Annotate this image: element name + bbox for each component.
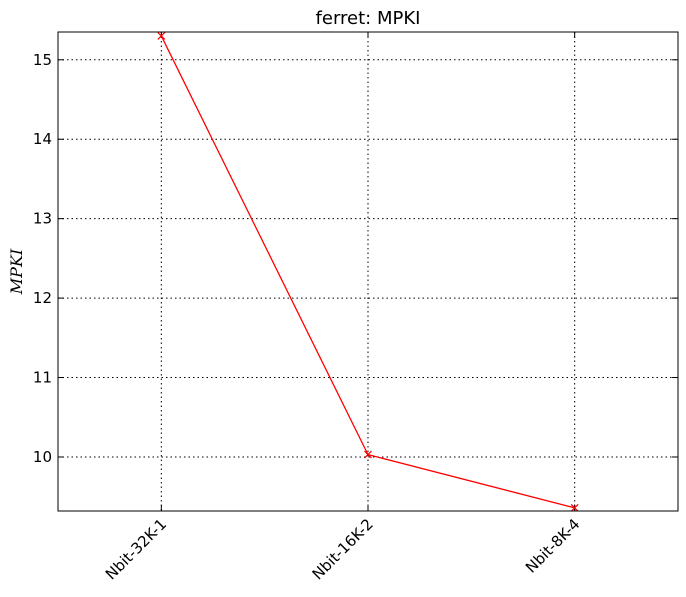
x-tick-label: Nbit-16K-2 (309, 515, 377, 583)
y-tick-label: 10 (33, 448, 52, 466)
chart-title: ferret: MPKI (316, 8, 421, 29)
data-point-marker (157, 32, 166, 40)
y-tick-label: 13 (33, 210, 52, 228)
grid-lines (58, 32, 678, 511)
y-axis-ticks: 10 11 12 13 14 15 (33, 51, 678, 466)
plot-area-frame (57, 31, 679, 512)
y-tick-label: 11 (33, 369, 52, 387)
x-tick-label: Nbit-32K-1 (102, 515, 170, 583)
y-tick-label: 14 (33, 130, 52, 148)
data-point-marker (364, 450, 372, 459)
y-axis-label: MPKI (7, 248, 26, 295)
y-tick-label: 15 (33, 51, 52, 69)
y-tick-label: 12 (33, 289, 52, 307)
x-tick-label: Nbit-8K-4 (522, 515, 583, 576)
data-point-marker (570, 503, 579, 512)
x-axis-ticks: Nbit-32K-1 Nbit-16K-2 Nbit-8K-4 (102, 32, 583, 583)
series-group (157, 32, 579, 512)
